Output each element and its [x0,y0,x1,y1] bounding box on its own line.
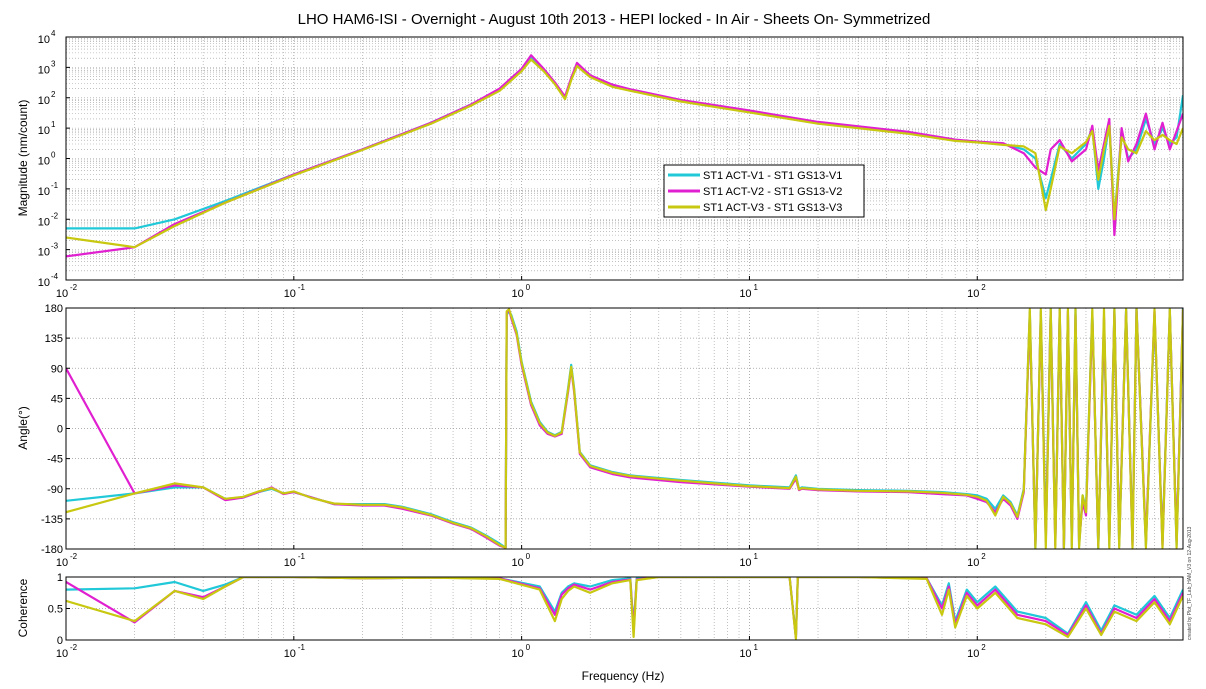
x-tick-exponent: 1 [753,552,758,561]
coherence-series [66,577,1183,640]
legend-label-v2: ST1 ACT-V2 - ST1 GS13-V2 [703,186,842,198]
x-tick-label: 10 [512,288,524,300]
y-tick-label: 10 [38,186,50,198]
y-tick-label: 1 [57,572,63,584]
figure-title: LHO HAM6-ISI - Overnight - August 10th 2… [298,11,931,28]
y-tick-label: 90 [51,363,63,375]
legend-label-v1: ST1 ACT-V1 - ST1 GS13-V1 [703,170,842,182]
x-axis-label: Frequency (Hz) [582,669,665,683]
magnitude-panel: 10-210-110010110210-410-310-210-11001011… [16,29,1184,300]
legend-label-v3: ST1 ACT-V3 - ST1 GS13-V3 [703,202,842,214]
y-tick-label: 10 [38,277,50,289]
y-tick-label: 10 [38,156,50,168]
side-note: created by Plot_TF_Lab_HAM_V3 on 12-Aug-… [1187,526,1193,640]
y-tick-label: -135 [41,514,63,526]
phase-y-axis-label: Angle(°) [16,406,30,449]
x-tick-label: 10 [739,648,751,660]
series-line-v3 [66,58,1183,249]
y-tick-label: -180 [41,544,63,556]
x-tick-exponent: -1 [298,552,306,561]
y-tick-label: 0.5 [48,604,63,616]
y-tick-label: 10 [38,95,50,107]
x-tick-exponent: 2 [981,643,986,652]
y-tick-label: 135 [45,333,63,345]
series-line-v3 [66,308,1183,549]
legend: ST1 ACT-V1 - ST1 GS13-V1 ST1 ACT-V2 - ST… [663,164,865,218]
x-tick-label: 10 [739,557,751,569]
y-tick-exponent: 0 [51,151,56,160]
x-tick-exponent: 2 [981,283,986,292]
x-tick-label: 10 [284,288,296,300]
y-tick-exponent: -4 [51,272,59,281]
magnitude-grid [65,37,1184,281]
phase-panel: 10-210-1100101102-180-135-90-45045901351… [16,303,1184,569]
y-tick-exponent: 1 [51,120,56,129]
y-tick-label: 0 [57,424,63,436]
y-tick-exponent: 2 [51,90,56,99]
y-tick-label: 10 [38,34,50,46]
x-tick-label: 10 [284,557,296,569]
y-tick-label: 0 [57,635,63,647]
x-tick-exponent: -2 [70,283,78,292]
y-tick-exponent: -3 [51,242,59,251]
y-tick-label: 10 [38,125,50,137]
x-tick-label: 10 [739,288,751,300]
y-tick-label: -45 [47,454,63,466]
y-tick-label: -90 [47,484,63,496]
x-tick-label: 10 [512,557,524,569]
x-tick-label: 10 [967,288,979,300]
x-tick-label: 10 [284,648,296,660]
x-tick-exponent: -2 [70,643,78,652]
x-tick-exponent: 1 [753,643,758,652]
magnitude-series [66,54,1183,258]
x-tick-exponent: -1 [298,283,306,292]
x-tick-label: 10 [512,648,524,660]
x-tick-label: 10 [967,648,979,660]
y-tick-exponent: -1 [51,181,59,190]
x-tick-exponent: 1 [753,283,758,292]
y-tick-label: 10 [38,216,50,228]
series-line-v3 [66,577,1183,640]
y-tick-exponent: -2 [51,211,59,220]
y-tick-label: 10 [38,247,50,259]
y-tick-label: 10 [38,64,50,76]
x-tick-exponent: 0 [526,643,531,652]
x-tick-label: 10 [967,557,979,569]
y-tick-exponent: 3 [51,59,56,68]
magnitude-y-axis-label: Magnitude (nm/count) [16,100,30,217]
x-tick-exponent: -2 [70,552,78,561]
y-tick-label: 180 [45,303,63,315]
y-tick-label: 45 [51,393,63,405]
coherence-y-axis-label: Coherence [16,578,30,637]
x-tick-label: 10 [56,648,68,660]
x-tick-exponent: -1 [298,643,306,652]
x-tick-exponent: 0 [526,283,531,292]
phase-series [66,308,1183,549]
x-tick-exponent: 2 [981,552,986,561]
x-tick-exponent: 0 [526,552,531,561]
y-tick-exponent: 4 [51,29,56,38]
x-tick-label: 10 [56,288,68,300]
x-tick-label: 10 [56,557,68,569]
